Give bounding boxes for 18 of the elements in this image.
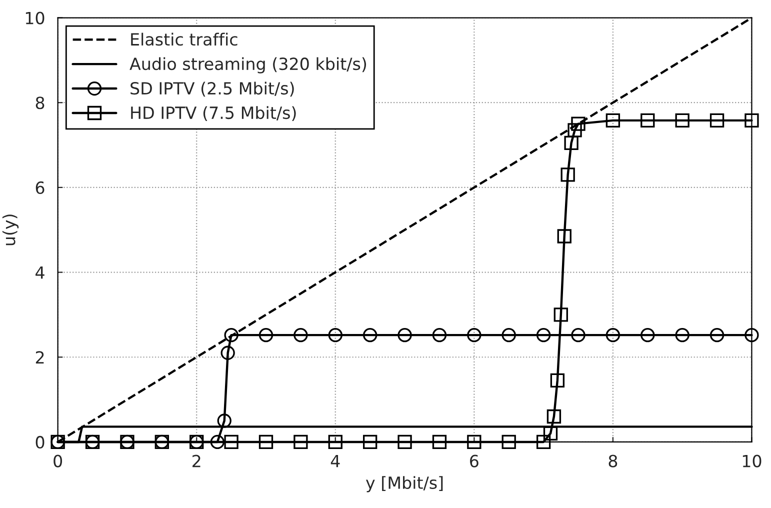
y-tick-label: 4: [36, 266, 44, 279]
x-tick-label: 0: [54, 454, 62, 468]
y-tick-label: 10: [26, 12, 44, 24]
x-tick-label: 2: [192, 454, 200, 468]
y-tick-label: 2: [36, 351, 44, 364]
x-tick-label: 8: [608, 454, 618, 468]
x-tick-label: 6: [470, 454, 478, 468]
x-tick-label: 10: [742, 454, 762, 468]
y-axis-title: u(y): [2, 214, 19, 246]
x-tick-label: 4: [330, 454, 340, 468]
legend-label: Elastic traffic: [131, 32, 238, 46]
legend-label: HD IPTV (7.5 Mbit/s): [131, 106, 296, 122]
legend-label: SD IPTV (2.5 Mbit/s): [130, 82, 294, 97]
y-tick-label: 6: [36, 181, 44, 194]
y-tick-label: 8: [36, 96, 44, 110]
y-tick-label: 0: [36, 436, 44, 449]
x-axis-title: y [Mbit/s]: [366, 476, 443, 492]
legend-label: Audio streaming (320 kbit/s): [130, 57, 366, 74]
